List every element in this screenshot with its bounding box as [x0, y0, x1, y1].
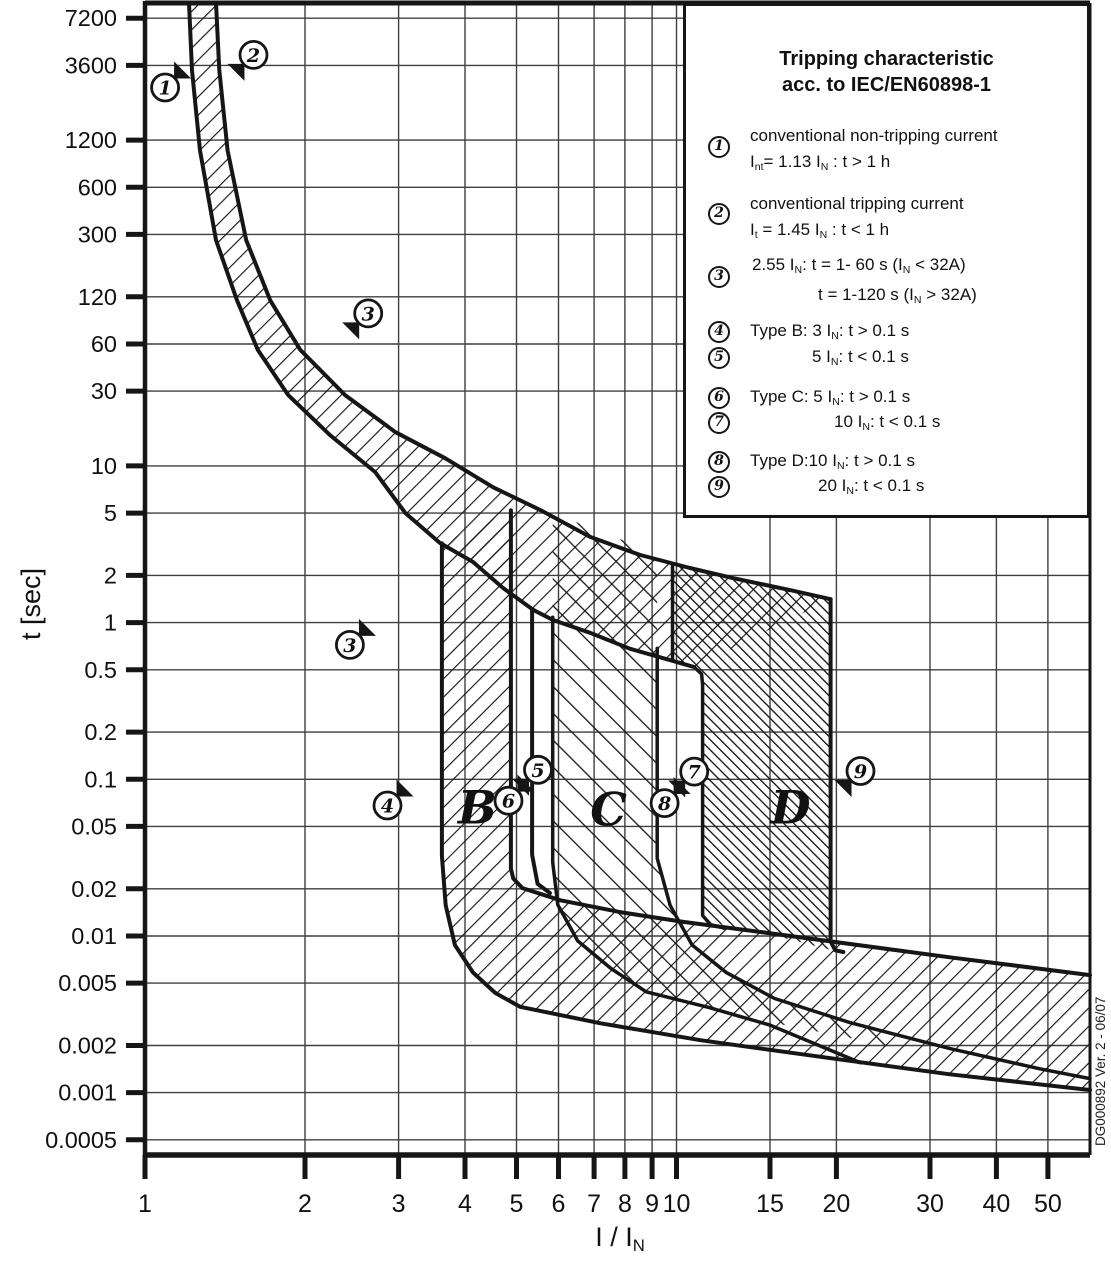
legend-item-text: 5 IN: t < 0.1 s [812, 347, 909, 369]
d-right-edge-twenty-in [828, 597, 846, 954]
x-tick-label: 2 [298, 1190, 312, 1218]
x-tick-label: 5 [510, 1190, 524, 1218]
legend-item-text: conventional tripping current [750, 194, 964, 213]
y-tick-label: 120 [78, 284, 117, 310]
legend-item-text: Type C: 5 IN: t > 0.1 s [750, 387, 911, 409]
legend-item-text: conventional non-tripping current [750, 126, 998, 145]
svg-text:8: 8 [657, 793, 671, 815]
y-tick-label: 0.05 [71, 813, 117, 839]
y-tick-label: 60 [91, 331, 117, 357]
marker-4: 4 [372, 779, 414, 821]
y-tick-label: 0.1 [84, 766, 117, 792]
x-tick-label: 7 [587, 1190, 601, 1218]
d-inner-ten-in-step [692, 665, 726, 930]
legend-title: Tripping characteristic [779, 48, 994, 70]
legend-item-number-6: 6 [708, 387, 730, 409]
svg-text:4: 4 [381, 796, 394, 818]
legend-item-text: Type B: 3 IN: t > 0.1 s [750, 321, 910, 343]
legend-item-number-4: 4 [708, 321, 730, 343]
y-tick-label: 3600 [65, 52, 117, 78]
b-right-edge-and-clearing-top [508, 508, 1092, 978]
y-tick-label: 600 [78, 174, 117, 200]
y-tick-label: 0.0005 [45, 1127, 117, 1153]
y-tick-label: 1200 [65, 127, 117, 153]
svg-text:7: 7 [688, 762, 701, 784]
svg-text:9: 9 [854, 761, 867, 783]
legend-item-text-line2: t = 1-120 s (IN > 32A) [818, 285, 977, 307]
y-tick-label: 0.01 [71, 923, 117, 949]
legend-item-number-9: 9 [708, 476, 730, 498]
x-axis-ticks: 1 2 3 4 5 6 7 8 9 10 15 20 30 40 50 [138, 1155, 1062, 1218]
legend-item-number-8: 8 [708, 451, 730, 473]
y-tick-label: 0.001 [58, 1080, 117, 1106]
marker-2: 2 [227, 40, 269, 81]
y-tick-label: 1 [104, 610, 117, 636]
c-left-edge [550, 615, 863, 1065]
marker-9: 9 [834, 756, 876, 797]
x-tick-label: 1 [138, 1190, 152, 1218]
y-tick-label: 30 [91, 378, 117, 404]
five-in-boundary-line [530, 608, 552, 895]
svg-text:6: 6 [502, 791, 515, 813]
y-tick-label: 300 [78, 221, 117, 247]
x-tick-label: 3 [392, 1190, 406, 1218]
x-tick-label: 4 [458, 1190, 472, 1218]
x-tick-label: 9 [645, 1190, 659, 1218]
marker-8: 8 [649, 777, 691, 818]
y-tick-label: 0.2 [84, 719, 117, 745]
x-tick-label: 10 [663, 1190, 691, 1218]
legend-item-number-7: 7 [708, 412, 730, 434]
y-tick-label: 0.002 [58, 1033, 117, 1059]
thermal-lower-non-tripping-curve [187, 1, 697, 670]
legend-box: Tripping characteristic acc. to IEC/EN60… [683, 3, 1090, 518]
region-label-D: D [769, 780, 811, 834]
svg-text:3: 3 [343, 635, 356, 657]
x-tick-label: 50 [1034, 1190, 1062, 1218]
type-d-band [672, 564, 836, 951]
x-tick-label: 6 [552, 1190, 566, 1218]
y-axis-title: t [sec] [16, 567, 46, 640]
legend-item-text: Type D:10 IN: t > 0.1 s [750, 451, 915, 473]
marker-6: 6 [493, 774, 535, 816]
y-tick-label: 5 [104, 500, 117, 526]
legend-item-number-1: 1 [708, 136, 730, 158]
svg-text:2: 2 [246, 45, 260, 67]
y-tick-label: 0.5 [84, 657, 117, 683]
x-tick-label: 8 [618, 1190, 632, 1218]
y-tick-label: 0.005 [58, 970, 117, 996]
svg-text:1: 1 [158, 78, 171, 100]
thermal-upper-tripping-curve [214, 1, 833, 602]
marker-3: 3 [334, 618, 376, 660]
x-tick-label: 40 [982, 1190, 1010, 1218]
c-right-edge [655, 646, 1092, 1081]
legend-item-number-2: 2 [708, 203, 730, 225]
legend-item-text: 2.55 IN: t = 1- 60 s (IN < 32A) [752, 255, 966, 277]
legend-item-number-3: 3 [708, 266, 730, 288]
y-tick-label: 7200 [65, 5, 117, 31]
svg-text:5: 5 [531, 760, 544, 782]
x-tick-label: 15 [756, 1190, 784, 1218]
region-label-B: B [456, 780, 497, 834]
x-tick-label: 20 [822, 1190, 850, 1218]
legend-item-number-5: 5 [708, 347, 730, 369]
y-tick-label: 10 [91, 453, 117, 479]
marker-1: 1 [150, 61, 192, 103]
legend-item-text-line2: It = 1.45 IN : t < 1 h [750, 220, 890, 242]
b-left-edge-and-clearing-bottom [439, 541, 1092, 1092]
y-axis-ticks: 7200 3600 1200 600 300 120 60 30 10 5 2 1 0.5 0.2 0.1 0… [45, 5, 146, 1153]
x-tick-label: 30 [916, 1190, 944, 1218]
legend-item-text: 20 IN: t < 0.1 s [818, 476, 925, 498]
legend-subtitle: acc. to IEC/EN60898-1 [782, 74, 991, 96]
watermark: DG000892 Ver. 2 - 06/07 [1093, 996, 1108, 1146]
x-axis-title: I / IN [595, 1222, 645, 1256]
y-tick-label: 2 [104, 562, 117, 588]
region-label-C: C [590, 782, 627, 836]
legend-item-text: 10 IN: t < 0.1 s [834, 412, 941, 434]
marker-3: 3 [342, 298, 384, 340]
legend-item-text-line2: Int= 1.13 IN : t > 1 h [750, 152, 891, 174]
svg-text:3: 3 [362, 303, 375, 325]
y-tick-label: 0.02 [71, 876, 117, 902]
